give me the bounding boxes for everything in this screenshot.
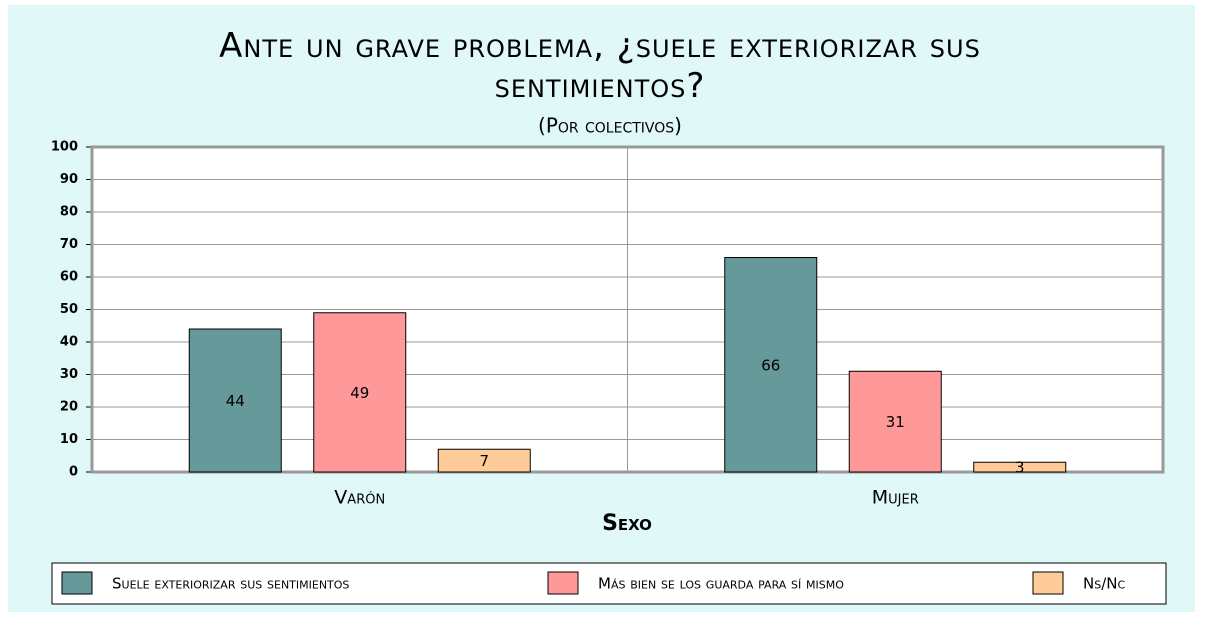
legend-swatch <box>62 572 92 594</box>
legend-label: Más bien se los guarda para sí mismo <box>598 575 844 593</box>
value-label: 31 <box>886 413 905 431</box>
value-label: 7 <box>479 452 489 470</box>
value-label: 66 <box>761 356 780 374</box>
y-tick-label: 100 <box>51 140 78 155</box>
legend-swatch <box>548 572 578 594</box>
value-label: 3 <box>1015 459 1025 477</box>
x-axis-title: Sexo <box>602 511 652 536</box>
x-tick-label: Mujer <box>872 487 919 509</box>
y-tick-label: 60 <box>60 270 78 285</box>
page: (Por colectivos) Sexo 0 10 20 30 40 50 60 70 80 9… <box>0 0 1211 617</box>
y-tick-label: 90 <box>60 172 78 187</box>
legend-label: Suele exteriorizar sus sentimientos <box>112 575 349 593</box>
legend-swatch <box>1033 572 1063 594</box>
legend-label: Ns/Nc <box>1083 575 1125 593</box>
y-tick-label: 80 <box>60 205 78 220</box>
y-tick-label: 70 <box>60 237 78 252</box>
value-label: 44 <box>226 392 245 410</box>
chart-title: Ante un grave problema, ¿suele exteriori… <box>160 26 1040 106</box>
value-label: 49 <box>350 384 369 402</box>
y-tick-label: 50 <box>60 302 78 317</box>
y-tick-label: 40 <box>60 335 78 350</box>
y-tick-label: 10 <box>60 432 78 447</box>
y-tick-label: 20 <box>60 400 78 415</box>
y-tick-label: 0 <box>69 465 78 480</box>
chart-subtitle: (Por colectivos) <box>538 114 682 138</box>
x-tick-label: Varón <box>334 487 385 509</box>
y-tick-label: 30 <box>60 367 78 382</box>
